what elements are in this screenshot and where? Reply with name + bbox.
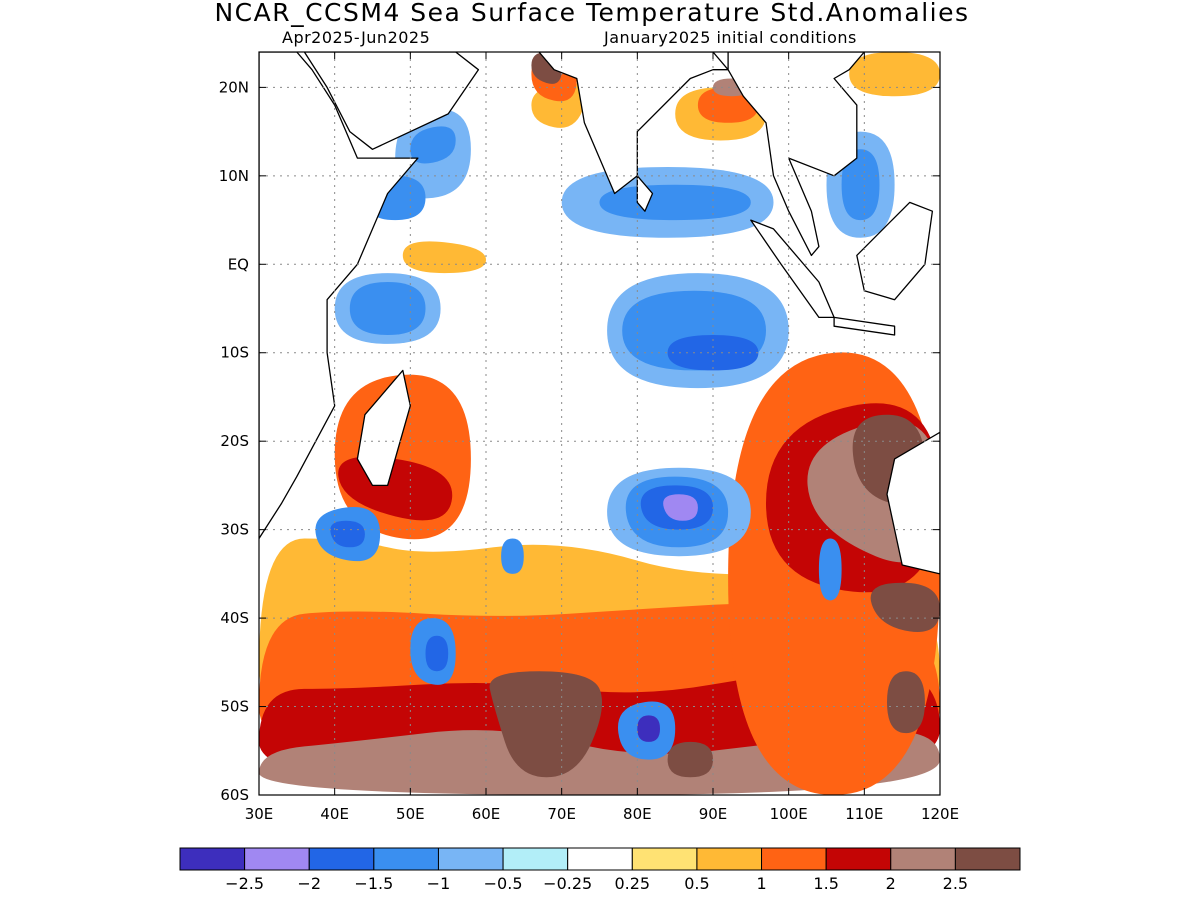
colorbar-swatch <box>502 847 569 871</box>
x-tick-label: 100E <box>770 805 808 823</box>
colorbar-swatch <box>373 847 439 871</box>
colorbar-label: −2 <box>297 874 321 893</box>
y-tick-label: 50S <box>220 698 249 716</box>
anomaly-region <box>410 126 456 164</box>
y-tick-label: 60S <box>220 786 249 804</box>
x-tick-label: 80E <box>623 805 652 823</box>
land-australia <box>886 431 940 575</box>
anomaly-fields <box>259 52 940 795</box>
initial-conditions: January2025 initial conditions <box>604 28 857 47</box>
anomaly-region <box>870 582 940 633</box>
forecast-period: Apr2025-Jun2025 <box>282 28 431 47</box>
colorbar-label: 1 <box>756 874 766 893</box>
colorbar-label: 2 <box>886 874 896 893</box>
y-tick-label: 20S <box>220 432 249 450</box>
colorbar-swatch <box>567 847 633 871</box>
x-tick-label: 40E <box>320 805 349 823</box>
x-tick-label: 90E <box>699 805 728 823</box>
anomaly-region <box>841 149 880 221</box>
colorbar-swatch <box>308 847 375 871</box>
y-tick-label: 10S <box>220 344 249 362</box>
land-madagascar <box>356 369 411 487</box>
y-tick-label: EQ <box>228 255 249 273</box>
map-axes: 30E 40E 50E 60E 70E 80E 90E 100E 110E 120E 20N 10N E… <box>219 52 959 823</box>
y-tick-label: 30S <box>220 521 249 539</box>
colorbar-label: −2.5 <box>225 874 264 893</box>
anomaly-region <box>818 538 842 601</box>
colorbar-label: 2.5 <box>943 874 968 893</box>
colorbar-swatch <box>179 847 246 871</box>
colorbar-swatch <box>437 847 504 871</box>
colorbar-swatch <box>954 847 1021 871</box>
x-tick-label: 30E <box>245 805 274 823</box>
land-masses <box>259 52 940 575</box>
y-tick-label: 40S <box>220 609 249 627</box>
x-tick-label: 110E <box>845 805 883 823</box>
colorbar-label: 0.5 <box>684 874 709 893</box>
colorbar-label: 0.25 <box>614 874 650 893</box>
map-title: NCAR_CCSM4 Sea Surface Temperature Std.A… <box>214 0 970 27</box>
anomaly-region <box>667 335 759 371</box>
anomaly-region <box>349 282 426 335</box>
map-frame <box>258 51 941 796</box>
colorbar-swatch <box>244 847 310 871</box>
x-tick-label: 50E <box>396 805 425 823</box>
anomaly-region <box>330 520 365 548</box>
colorbar-label: −0.25 <box>543 874 592 893</box>
anomaly-region <box>887 671 925 734</box>
anomaly-region <box>402 241 486 274</box>
anomaly-region <box>667 741 713 778</box>
y-tick-label: 20N <box>219 78 249 96</box>
x-tick-label: 120E <box>921 805 959 823</box>
colorbar: −2.5 −2 −1.5 −1 −0.5 −0.25 0.25 0.5 1 1.5 2 2.5 <box>179 847 1021 893</box>
x-tick-label: 60E <box>472 805 501 823</box>
anomaly-region <box>599 184 751 221</box>
anomaly-region <box>637 715 660 742</box>
colorbar-swatch <box>825 847 892 871</box>
colorbar-swatch <box>631 847 698 871</box>
colorbar-swatch <box>696 847 763 871</box>
anomaly-region <box>663 494 698 521</box>
colorbar-swatch <box>890 847 956 871</box>
land-arabia <box>303 52 480 150</box>
grid-lines <box>259 52 940 795</box>
x-tick-label: 70E <box>547 805 576 823</box>
anomaly-region <box>425 635 449 672</box>
colorbar-swatch <box>761 847 827 871</box>
anomaly-region <box>489 671 603 778</box>
colorbar-label: −1.5 <box>354 874 393 893</box>
colorbar-label: 1.5 <box>813 874 838 893</box>
colorbar-label: −0.5 <box>484 874 523 893</box>
anomaly-region <box>501 538 524 574</box>
colorbar-label: −1 <box>427 874 451 893</box>
y-tick-label: 10N <box>219 167 249 185</box>
anomaly-region <box>849 52 940 97</box>
